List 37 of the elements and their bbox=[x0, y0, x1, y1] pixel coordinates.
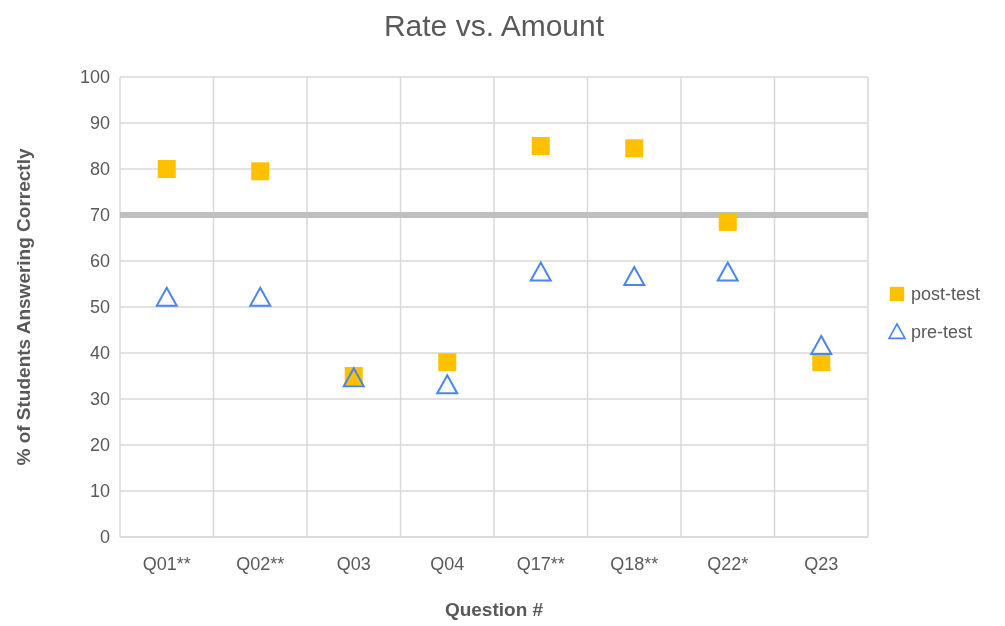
point bbox=[623, 266, 646, 287]
y-tick-label: 40 bbox=[89, 343, 110, 364]
x-tick-label: Q18** bbox=[610, 554, 659, 574]
point bbox=[157, 160, 176, 178]
y-tick-label: 90 bbox=[89, 113, 110, 134]
y-tick-label: 80 bbox=[89, 159, 110, 180]
y-tick-label: 0 bbox=[99, 527, 110, 548]
x-tick-label: Q02** bbox=[236, 554, 285, 574]
point bbox=[810, 335, 833, 356]
chart-title: Rate vs. Amount bbox=[383, 9, 605, 42]
y-tick-label: 70 bbox=[89, 205, 110, 226]
point bbox=[531, 137, 550, 155]
y-tick-label: 100 bbox=[79, 67, 110, 88]
point bbox=[251, 162, 270, 181]
x-tick-label: Q03 bbox=[336, 554, 371, 574]
legend-label: post-test bbox=[911, 284, 981, 305]
point bbox=[155, 286, 178, 307]
point bbox=[249, 286, 272, 307]
x-tick-label: Q01** bbox=[142, 554, 191, 574]
point bbox=[436, 374, 459, 395]
x-tick-label: Q22* bbox=[707, 554, 749, 574]
point bbox=[625, 139, 644, 158]
legend-label: pre-test bbox=[911, 322, 973, 343]
x-tick-label: Q23 bbox=[804, 554, 839, 574]
y-tick-label: 60 bbox=[89, 251, 110, 272]
point bbox=[716, 261, 739, 282]
y-tick-label: 10 bbox=[89, 481, 110, 502]
x-tick-label: Q04 bbox=[430, 554, 465, 574]
y-tick-label: 20 bbox=[89, 435, 110, 456]
y-axis-title: % of Students Answering Correctly bbox=[13, 148, 34, 466]
point bbox=[718, 212, 737, 231]
point bbox=[529, 261, 552, 282]
x-axis-title: Question # bbox=[444, 599, 544, 620]
x-tick-label: Q17** bbox=[516, 554, 565, 574]
point bbox=[438, 353, 457, 372]
y-tick-label: 30 bbox=[89, 389, 110, 410]
y-tick-label: 50 bbox=[89, 297, 110, 318]
